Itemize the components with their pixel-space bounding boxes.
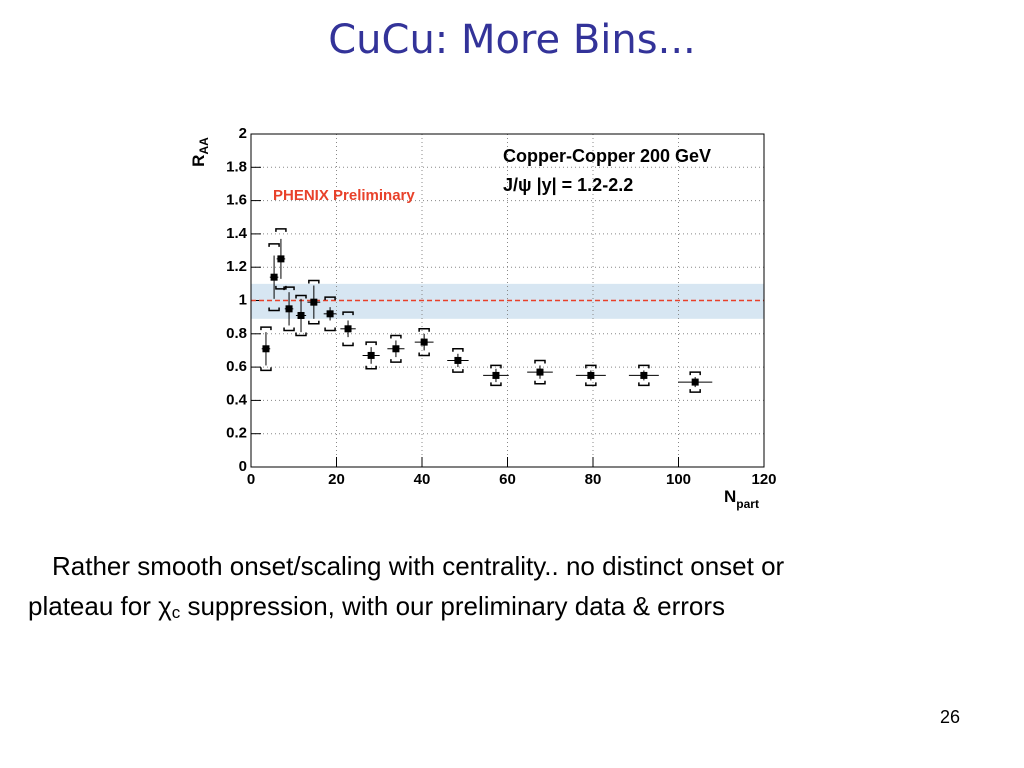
y-tick-label: 0.6 [226, 358, 247, 375]
y-tick-label: 0.8 [226, 325, 247, 342]
point [285, 305, 293, 313]
chi-subscript: c [172, 603, 181, 622]
syst-bracket [390, 334, 402, 363]
syst-bracket [324, 296, 336, 332]
point [262, 345, 270, 353]
annotation: Copper-Copper 200 GeV [503, 146, 711, 166]
point [367, 351, 375, 359]
annotation: J/ψ |y| = 1.2-2.2 [503, 175, 633, 195]
body-text: suppression, with our preliminary data &… [180, 591, 725, 621]
x-tick-label: 20 [328, 471, 345, 488]
y-tick-label: 1.6 [226, 192, 247, 209]
label-sub: AA [197, 137, 211, 155]
y-tick-label: 1.4 [226, 225, 248, 242]
point [587, 371, 595, 379]
y-tick-label: 2 [239, 125, 247, 142]
point [310, 298, 318, 306]
x-tick-label: 40 [414, 471, 431, 488]
point [691, 378, 699, 386]
syst-bracket [260, 326, 272, 372]
x-tick-label: 60 [499, 471, 516, 488]
syst-bracket [689, 371, 701, 393]
x-tick-label: 100 [666, 471, 691, 488]
y-tick-label: 1 [239, 291, 247, 308]
x-axis-label: Npart [724, 487, 759, 511]
y-axis-label: RAA [189, 137, 211, 167]
y-tick-label: 0.4 [226, 391, 248, 408]
syst-bracket [534, 359, 546, 385]
point [270, 273, 278, 281]
chi-symbol: χ [158, 591, 172, 621]
point [640, 371, 648, 379]
body-line: plateau for χc suppression, with our pre… [28, 591, 725, 623]
syst-bracket [638, 364, 650, 387]
annotation: PHENIX Preliminary [273, 187, 415, 204]
page-number: 26 [940, 707, 960, 727]
slide-title: CuCu: More Bins... [328, 17, 696, 63]
y-tick-label: 1.2 [226, 258, 247, 275]
point [454, 356, 462, 364]
syst-bracket [490, 364, 502, 387]
label-main: N [724, 487, 736, 506]
syst-bracket [585, 364, 597, 387]
syst-bracket [418, 328, 430, 357]
y-tick-label: 0 [239, 458, 247, 475]
reference-band [251, 283, 764, 319]
syst-bracket [308, 279, 320, 325]
point [277, 255, 285, 263]
syst-bracket [268, 243, 280, 312]
plot-frame [250, 133, 765, 468]
body-text: plateau for [28, 591, 158, 621]
syst-bracket [365, 341, 377, 370]
point [344, 325, 352, 333]
syst-bracket [283, 286, 295, 332]
point [297, 311, 305, 319]
x-tick-label: 0 [247, 471, 255, 488]
y-tick-label: 1.8 [226, 158, 247, 175]
x-tick-label: 80 [585, 471, 602, 488]
label-sub: part [736, 497, 759, 511]
point [492, 371, 500, 379]
x-tick-label: 120 [751, 471, 776, 488]
label-main: R [189, 155, 208, 167]
syst-bracket [452, 348, 464, 373]
point [326, 310, 334, 318]
y-tick-label: 0.2 [226, 425, 247, 442]
syst-bracket [342, 311, 354, 347]
body-line: Rather smooth onset/scaling with central… [52, 551, 785, 581]
point [392, 345, 400, 353]
point [536, 368, 544, 376]
syst-bracket [295, 294, 307, 337]
point [420, 338, 428, 346]
